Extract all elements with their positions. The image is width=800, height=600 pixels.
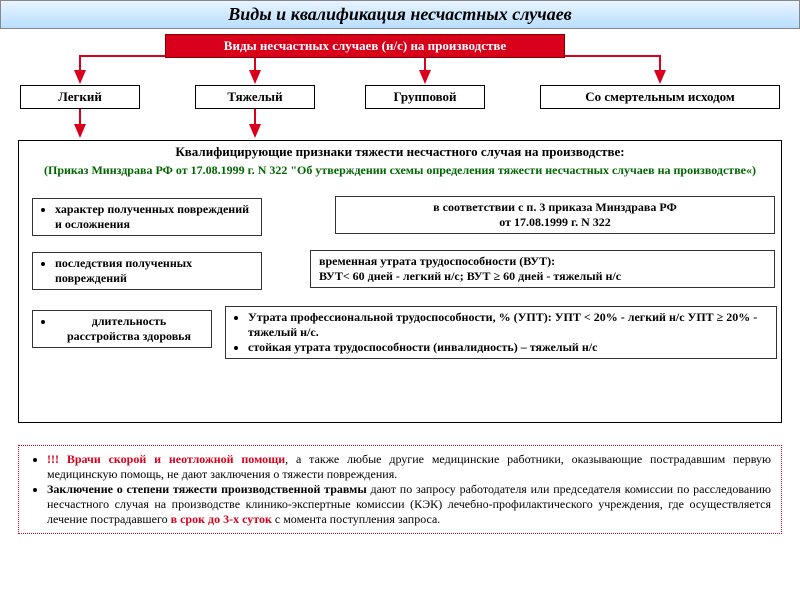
desc-3: Утрата профессиональной трудоспособности…	[225, 306, 777, 359]
category-fatal: Со смертельным исходом	[540, 85, 780, 109]
category-group: Групповой	[365, 85, 485, 109]
criterion-1-text: характер полученных повреждений и осложн…	[55, 202, 253, 232]
note-1-highlight: !!! Врачи скорой и неотложной помощи	[47, 452, 285, 466]
note-2-bold: Заключение о степени тяжести производств…	[47, 482, 367, 496]
desc-1-line2: от 17.08.1999 г. N 322	[344, 215, 766, 230]
note-2-red: в срок до 3-х суток	[171, 512, 272, 526]
frame-title: Квалифицирующие признаки тяжести несчаст…	[19, 141, 781, 163]
category-heavy: Тяжелый	[195, 85, 315, 109]
desc-2-line2: ВУТ< 60 дней - легкий н/с; ВУТ ≥ 60 дней…	[319, 269, 766, 284]
desc-1-line1: в соответствии с п. 3 приказа Минздрава …	[344, 200, 766, 215]
desc-2-line1: временная утрата трудоспособности (ВУТ):	[319, 254, 766, 269]
criterion-1: характер полученных повреждений и осложн…	[32, 198, 262, 236]
category-light: Легкий	[20, 85, 140, 109]
note-2-end: с момента поступления запроса.	[272, 512, 440, 526]
criterion-3: длительность расстройства здоровья	[32, 310, 212, 348]
page-title: Виды и квалификация несчастных случаев	[0, 0, 800, 29]
types-header: Виды несчастных случаев (н/с) на произво…	[165, 34, 565, 58]
bottom-note: !!! Врачи скорой и неотложной помощи, а …	[18, 445, 782, 534]
criterion-2-text: последствия полученных повреждений	[55, 256, 253, 286]
desc-2: временная утрата трудоспособности (ВУТ):…	[310, 250, 775, 288]
criterion-3-text: длительность расстройства здоровья	[55, 314, 203, 344]
criterion-2: последствия полученных повреждений	[32, 252, 262, 290]
note-item-1: !!! Врачи скорой и неотложной помощи, а …	[47, 452, 771, 482]
desc-3-item1: Утрата профессиональной трудоспособности…	[248, 310, 768, 340]
note-item-2: Заключение о степени тяжести производств…	[47, 482, 771, 527]
desc-3-item2: стойкая утрата трудоспособности (инвалид…	[248, 340, 768, 355]
frame-subtitle: (Приказ Минздрава РФ от 17.08.1999 г. N …	[19, 163, 781, 181]
desc-1: в соответствии с п. 3 приказа Минздрава …	[335, 196, 775, 234]
